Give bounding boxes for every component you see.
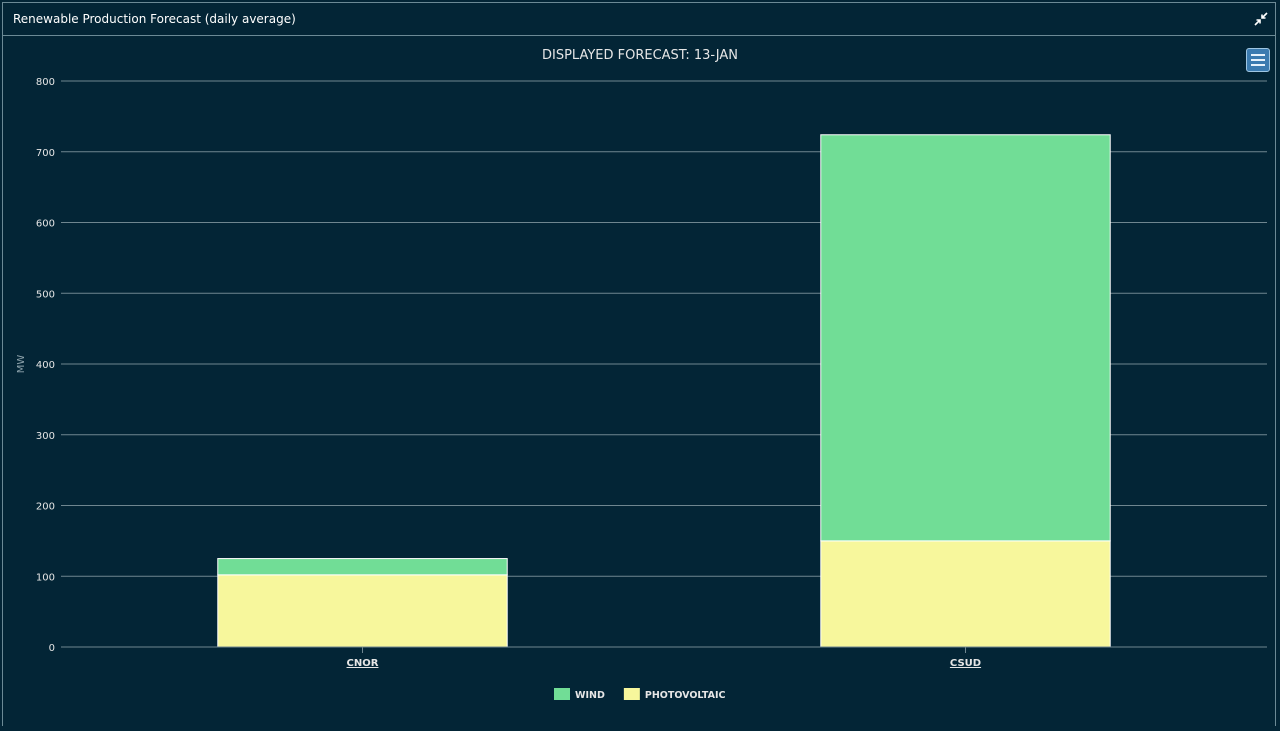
panel-title: Renewable Production Forecast (daily ave… — [13, 12, 296, 26]
y-tick-label: 600 — [36, 219, 55, 230]
hamburger-menu-icon[interactable] — [1246, 48, 1270, 72]
bar-photovoltaic-csud[interactable] — [820, 540, 1111, 648]
y-tick-label: 800 — [36, 77, 55, 88]
panel-header: Renewable Production Forecast (daily ave… — [3, 3, 1275, 36]
y-tick-label: 400 — [36, 360, 55, 371]
chart-title: DISPLAYED FORECAST: 13-JAN — [542, 48, 738, 63]
legend-item-photovoltaic[interactable]: PHOTOVOLTAIC — [623, 688, 726, 701]
y-tick-label: 200 — [36, 502, 55, 513]
legend: WIND PHOTOVOLTAIC — [554, 688, 726, 701]
bar-photovoltaic-cnor[interactable] — [217, 574, 508, 648]
bars — [217, 134, 1111, 648]
legend-label: WIND — [575, 690, 605, 701]
bar-wind-cnor[interactable] — [217, 558, 508, 576]
legend-item-wind[interactable]: WIND — [554, 688, 605, 701]
x-tick-label[interactable]: CSUD — [950, 658, 981, 669]
y-axis-label: MW — [16, 355, 27, 374]
y-tick-label: 700 — [36, 148, 55, 159]
chart-area: DISPLAYED FORECAST: 13-JAN MW 0 100 200 300… — [3, 37, 1277, 727]
collapse-arrows-icon[interactable] — [1253, 11, 1269, 27]
bar-wind-csud[interactable] — [820, 134, 1111, 542]
legend-swatch — [554, 688, 570, 700]
x-tick-label[interactable]: CNOR — [347, 658, 379, 669]
y-tick-label: 500 — [36, 289, 55, 300]
y-tick-label: 0 — [49, 643, 55, 654]
x-axis: CNOR CSUD — [61, 646, 1267, 669]
y-tick-label: 300 — [36, 431, 55, 442]
stacked-bar-chart: DISPLAYED FORECAST: 13-JAN MW 0 100 200 300… — [16, 48, 1267, 701]
legend-label: PHOTOVOLTAIC — [645, 690, 726, 701]
legend-swatch — [623, 688, 640, 700]
y-tick-label: 100 — [36, 572, 55, 583]
